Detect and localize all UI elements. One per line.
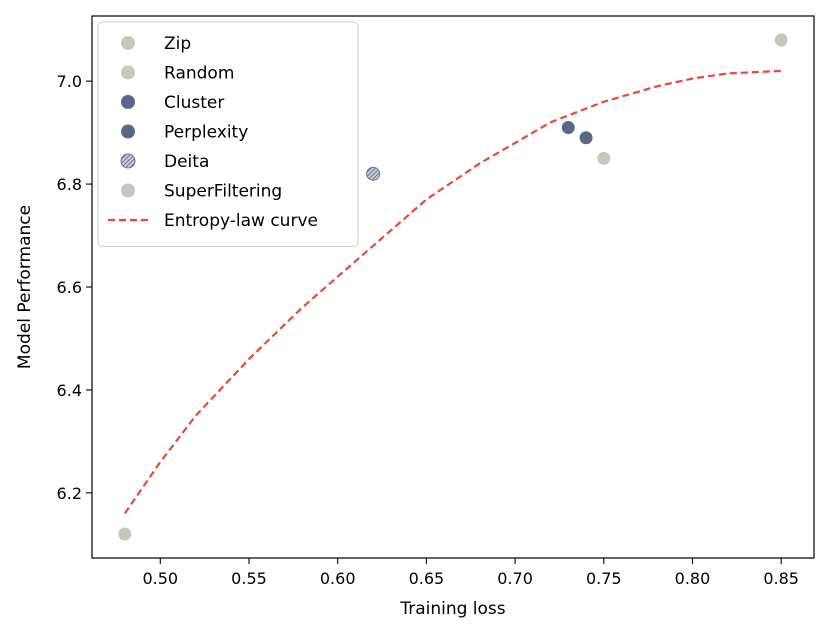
entropy-law-curve xyxy=(123,69,782,515)
y-axis-ticks: 6.2 6.4 6.6 6.8 7.0 xyxy=(57,72,92,503)
y-tick-label: 6.2 xyxy=(57,484,82,503)
y-tick-label: 6.6 xyxy=(57,278,82,297)
legend-label: Perplexity xyxy=(164,123,248,143)
legend-label: Entropy-law curve xyxy=(164,211,318,231)
legend-marker xyxy=(121,183,135,198)
y-tick-label: 7.0 xyxy=(57,72,82,91)
data-point-zip xyxy=(774,33,788,47)
data-point-cluster xyxy=(561,120,575,134)
data-point-perplexity xyxy=(579,131,593,145)
y-tick-label: 6.4 xyxy=(57,381,82,400)
legend-label: SuperFiltering xyxy=(164,182,282,202)
x-tick-label: 0.75 xyxy=(586,569,622,588)
legend-marker xyxy=(121,95,135,109)
y-axis-label: Model Performance xyxy=(15,205,35,369)
legend-marker xyxy=(121,124,135,139)
plot-area xyxy=(118,33,788,541)
legend-label: Random xyxy=(164,64,234,84)
y-tick-label: 6.8 xyxy=(57,175,82,194)
x-tick-label: 0.50 xyxy=(142,569,178,588)
x-tick-label: 0.60 xyxy=(320,569,356,588)
data-point-zip xyxy=(118,527,132,541)
legend-marker xyxy=(121,36,135,50)
legend-marker xyxy=(121,65,135,80)
legend-label: Cluster xyxy=(164,93,224,113)
legend: Zip Random Cluster Perplexity Deita SuperFilt… xyxy=(97,21,359,247)
x-tick-label: 0.85 xyxy=(763,569,799,588)
legend-label: Zip xyxy=(164,34,191,54)
legend-label: Deita xyxy=(164,152,209,172)
x-axis-ticks: 0.50 0.55 0.60 0.65 0.70 0.75 0.80 0.85 xyxy=(142,558,799,588)
data-point-random xyxy=(597,151,611,165)
x-axis-label: Training loss xyxy=(399,599,505,619)
x-tick-label: 0.65 xyxy=(409,569,445,588)
data-point-deita xyxy=(366,166,381,181)
legend-box xyxy=(97,21,359,247)
legend-marker xyxy=(120,153,136,169)
x-tick-label: 0.80 xyxy=(675,569,711,588)
x-tick-label: 0.55 xyxy=(231,569,267,588)
x-tick-label: 0.70 xyxy=(497,569,533,588)
